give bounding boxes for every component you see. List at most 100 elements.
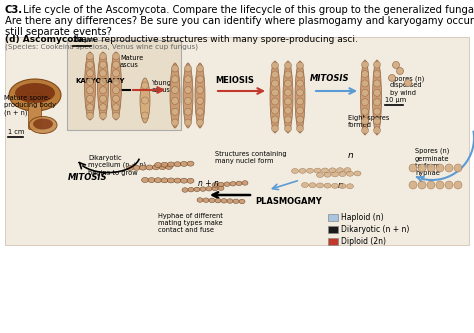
Circle shape <box>454 181 462 189</box>
Text: PLASMOGAMY: PLASMOGAMY <box>255 196 322 205</box>
Circle shape <box>418 181 426 189</box>
Ellipse shape <box>331 172 338 177</box>
Circle shape <box>297 71 303 78</box>
Ellipse shape <box>344 167 351 172</box>
Circle shape <box>272 62 279 69</box>
Circle shape <box>284 62 292 69</box>
Circle shape <box>297 116 303 123</box>
Circle shape <box>374 71 381 78</box>
Ellipse shape <box>301 182 309 187</box>
Circle shape <box>100 112 107 119</box>
Circle shape <box>374 127 381 134</box>
Ellipse shape <box>339 171 346 176</box>
Text: Are there any differences? Be sure you can identify where plasmogamy and karyoga: Are there any differences? Be sure you c… <box>5 16 474 26</box>
Circle shape <box>100 87 107 94</box>
Circle shape <box>112 61 119 68</box>
FancyBboxPatch shape <box>67 40 181 130</box>
Ellipse shape <box>170 63 180 128</box>
Ellipse shape <box>283 61 293 133</box>
Circle shape <box>445 181 453 189</box>
Circle shape <box>100 104 107 111</box>
Circle shape <box>362 89 368 96</box>
Circle shape <box>396 68 403 75</box>
Circle shape <box>100 53 107 60</box>
Circle shape <box>272 116 279 123</box>
Bar <box>328 214 338 221</box>
Circle shape <box>445 164 453 172</box>
Ellipse shape <box>84 52 95 120</box>
Ellipse shape <box>209 198 215 203</box>
Text: 20 μm: 20 μm <box>73 37 95 43</box>
Circle shape <box>172 108 179 115</box>
Circle shape <box>184 76 191 83</box>
Text: KARYOGAMY: KARYOGAMY <box>75 78 125 84</box>
Circle shape <box>272 98 279 105</box>
Circle shape <box>284 98 292 105</box>
Ellipse shape <box>167 178 174 183</box>
Ellipse shape <box>167 162 174 167</box>
Ellipse shape <box>161 162 168 167</box>
Text: Mature spore-
producing body
(n + n): Mature spore- producing body (n + n) <box>4 95 56 116</box>
Text: Spores (n)
germinate
to form
hyphae: Spores (n) germinate to form hyphae <box>415 148 449 175</box>
Ellipse shape <box>139 165 146 170</box>
Text: (d) Ascomycota: (d) Ascomycota <box>5 35 84 44</box>
Ellipse shape <box>239 199 245 204</box>
Text: n: n <box>348 151 354 160</box>
Circle shape <box>297 80 303 87</box>
Circle shape <box>284 125 292 132</box>
Text: n: n <box>338 180 344 189</box>
Circle shape <box>374 118 381 125</box>
Text: have reproductive structures with many spore-producing asci.: have reproductive structures with many s… <box>73 35 358 44</box>
Ellipse shape <box>174 178 181 183</box>
Text: C3.: C3. <box>5 5 23 15</box>
Ellipse shape <box>153 165 159 170</box>
Circle shape <box>284 116 292 123</box>
Circle shape <box>184 65 191 72</box>
Circle shape <box>86 70 93 77</box>
Circle shape <box>297 62 303 69</box>
Ellipse shape <box>148 177 155 182</box>
Text: MITOSIS: MITOSIS <box>68 172 108 181</box>
Circle shape <box>100 95 107 102</box>
Circle shape <box>86 61 93 68</box>
Circle shape <box>100 70 107 77</box>
Circle shape <box>297 125 303 132</box>
Ellipse shape <box>110 52 121 120</box>
Ellipse shape <box>317 183 323 188</box>
Ellipse shape <box>317 172 323 177</box>
Circle shape <box>362 71 368 78</box>
Ellipse shape <box>339 183 346 188</box>
Circle shape <box>112 112 119 119</box>
Ellipse shape <box>292 168 299 173</box>
Ellipse shape <box>212 183 218 187</box>
Ellipse shape <box>181 162 188 166</box>
Circle shape <box>197 108 203 115</box>
Ellipse shape <box>361 60 370 135</box>
Circle shape <box>142 97 148 104</box>
Circle shape <box>374 61 381 68</box>
Ellipse shape <box>299 168 306 173</box>
Ellipse shape <box>33 119 53 130</box>
Ellipse shape <box>187 178 194 183</box>
Ellipse shape <box>324 183 331 188</box>
Ellipse shape <box>195 63 205 128</box>
Text: MITOSIS: MITOSIS <box>310 74 349 83</box>
Ellipse shape <box>218 182 224 187</box>
Circle shape <box>427 181 435 189</box>
Ellipse shape <box>155 178 162 183</box>
Text: still separate events?: still separate events? <box>5 27 112 37</box>
Ellipse shape <box>194 187 200 191</box>
Circle shape <box>436 181 444 189</box>
Circle shape <box>272 80 279 87</box>
Ellipse shape <box>146 165 153 170</box>
Circle shape <box>374 80 381 87</box>
Circle shape <box>100 78 107 85</box>
Circle shape <box>86 87 93 94</box>
Circle shape <box>172 119 179 126</box>
Circle shape <box>427 164 435 172</box>
Circle shape <box>362 80 368 87</box>
Ellipse shape <box>98 52 109 120</box>
Ellipse shape <box>197 198 203 202</box>
Circle shape <box>284 89 292 96</box>
Circle shape <box>297 107 303 114</box>
